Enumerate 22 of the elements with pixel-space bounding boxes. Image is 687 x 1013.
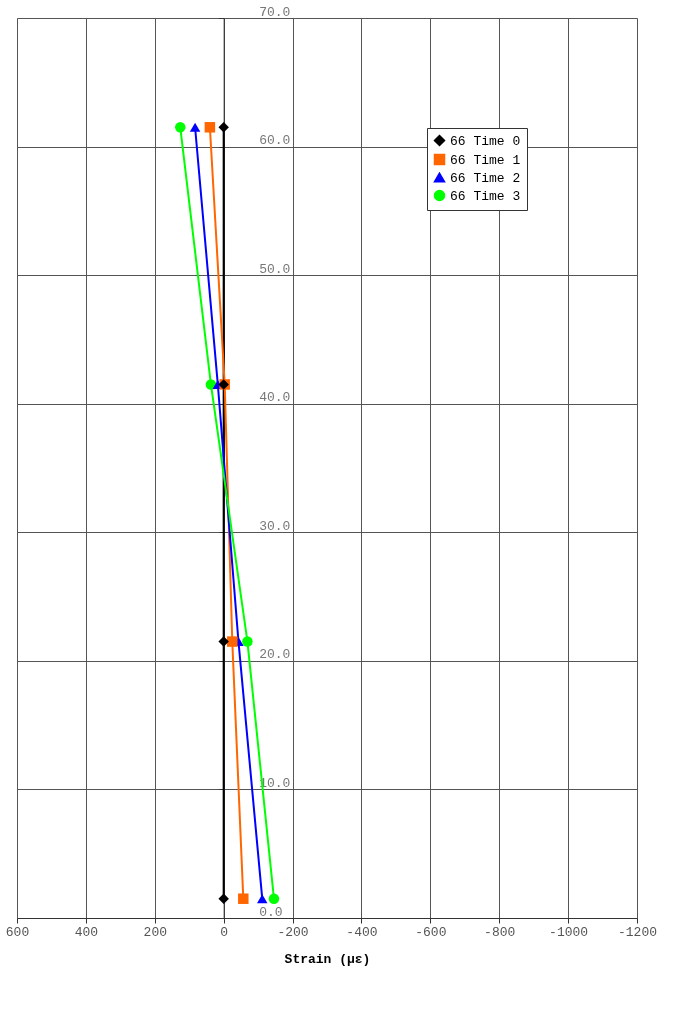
- legend-label: 66 Time 1: [450, 152, 521, 168]
- x-tick-label: 600: [5, 924, 30, 940]
- x-tick-label: -1200: [617, 924, 658, 940]
- x-axis-title: Strain (με): [284, 951, 371, 967]
- x-tick-label: -400: [346, 924, 378, 940]
- legend-label: 66 Time 3: [450, 188, 521, 204]
- y-tick-label: 0.0: [259, 904, 283, 920]
- x-tick-label: -200: [277, 924, 309, 940]
- x-tick-label: 400: [74, 924, 99, 940]
- y-tick-label: 60.0: [259, 133, 291, 149]
- legend-label: 66 Time 2: [450, 170, 521, 186]
- legend-label: 66 Time 0: [450, 133, 521, 149]
- y-tick-label: 40.0: [259, 390, 291, 406]
- x-tick-label: -1000: [549, 924, 589, 940]
- y-tick-label: 50.0: [259, 261, 291, 277]
- y-tick-label: 70.0: [259, 4, 291, 20]
- x-tick-label: -800: [484, 924, 516, 940]
- x-tick-label: 0: [220, 924, 229, 940]
- y-tick-label: 30.0: [259, 518, 291, 534]
- y-tick-label: 20.0: [259, 647, 291, 663]
- x-tick-label: 200: [143, 924, 167, 940]
- x-tick-label: -600: [415, 924, 447, 940]
